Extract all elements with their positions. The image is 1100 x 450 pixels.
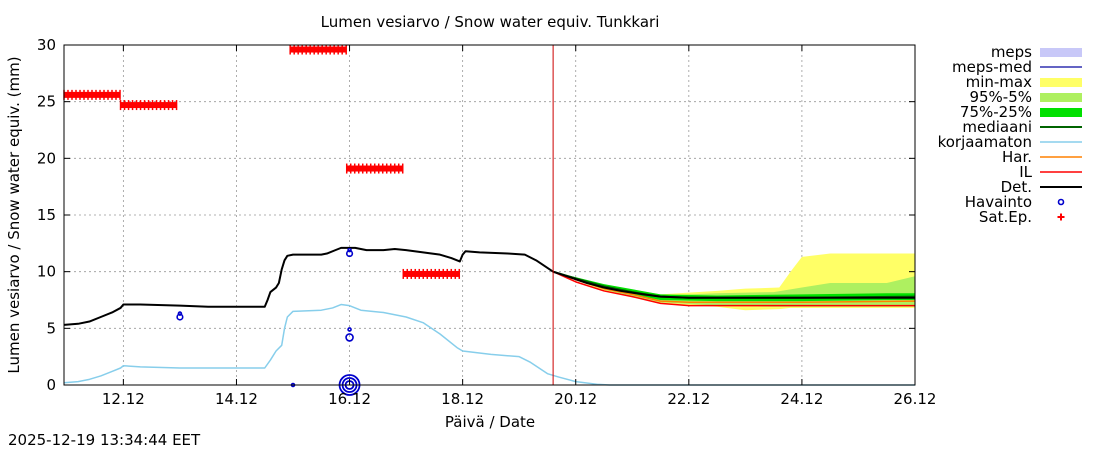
sat-ep-segment-1: [119, 100, 178, 111]
y-tick-label-1: 5: [46, 319, 56, 337]
sat-ep-segment-3: [345, 163, 404, 174]
legend: mepsmeps-medmin-max95%-5%75%-25%mediaani…: [938, 43, 1082, 226]
sat-ep-markers: [63, 44, 461, 279]
legend-label: Sat.Ep.: [979, 208, 1032, 226]
legend-label: meps: [991, 43, 1032, 61]
series-line-det: [63, 246, 915, 326]
sat-ep-segment-4: [402, 268, 461, 279]
legend-entry-meps_med: meps-med: [952, 58, 1082, 76]
y-tick-label-0: 0: [46, 376, 56, 394]
y-tick-label-2: 10: [37, 263, 56, 281]
legend-entry-p75_25: 75%-25%: [960, 103, 1082, 121]
legend-label: 75%-25%: [960, 103, 1032, 121]
y-tick-label-4: 20: [37, 149, 56, 167]
x-tick-label-6: 24.12: [780, 390, 823, 408]
legend-label: Havainto: [965, 193, 1032, 211]
y-axis-ticks: 0 5 10 15 20 25 30: [37, 36, 915, 394]
x-tick-label-0: 12.12: [102, 390, 145, 408]
x-tick-label-2: 16.12: [328, 390, 371, 408]
havainto-point-3: [347, 247, 352, 253]
legend-entry-havainto: Havainto: [965, 193, 1065, 211]
series-line-korjaamaton: [63, 303, 915, 386]
x-tick-label-3: 18.12: [441, 390, 484, 408]
legend-entry-korjaamaton: korjaamaton: [938, 133, 1082, 151]
y-tick-label-5: 25: [37, 93, 56, 111]
havainto-point-4: [345, 333, 354, 342]
series-line-il: [552, 270, 915, 307]
legend-swatch: [1040, 78, 1082, 87]
sat-ep-segment-0: [63, 89, 121, 100]
x-axis-label: Päivä / Date: [445, 413, 535, 431]
legend-entry-det: Det.: [1001, 178, 1082, 196]
legend-label: meps-med: [952, 58, 1032, 76]
legend-label: min-max: [966, 73, 1033, 91]
legend-entry-il: IL: [1019, 163, 1082, 181]
legend-swatch: [1057, 198, 1065, 206]
x-tick-label-7: 26.12: [894, 390, 937, 408]
havainto-point-5: [347, 327, 352, 332]
x-tick-label-1: 14.12: [215, 390, 258, 408]
legend-label: mediaani: [962, 118, 1032, 136]
havainto-point-2: [345, 249, 354, 258]
havainto-markers: [176, 247, 361, 396]
legend-entry-min_max: min-max: [966, 73, 1082, 91]
legend-entry-p95_5: 95%-5%: [969, 88, 1082, 106]
series-lines: [63, 246, 916, 386]
legend-entry-har: Har.: [1002, 148, 1082, 166]
legend-label: IL: [1019, 163, 1032, 181]
sat-ep-segment-2: [289, 44, 347, 55]
legend-entry-median: mediaani: [962, 118, 1082, 136]
x-axis-ticks: 12.12 14.12 16.12 18.12 20.12 22.12 24.12 26.12: [102, 45, 937, 408]
legend-swatch: [1040, 108, 1082, 117]
grid: [64, 45, 915, 385]
legend-label: Har.: [1002, 148, 1032, 166]
legend-entry-meps: meps: [991, 43, 1082, 61]
legend-label: korjaamaton: [938, 133, 1032, 151]
legend-label: Det.: [1001, 178, 1032, 196]
legend-entry-sat_ep: Sat.Ep.: [979, 208, 1065, 226]
chart-title: Lumen vesiarvo / Snow water equiv. Tunkk…: [321, 13, 660, 31]
legend-label: 95%-5%: [969, 88, 1032, 106]
timestamp: 2025-12-19 13:34:44 EET: [8, 431, 201, 449]
y-tick-label-6: 30: [37, 36, 56, 54]
y-tick-label-3: 15: [37, 206, 56, 224]
legend-swatch: [1040, 93, 1082, 102]
x-tick-label-5: 22.12: [667, 390, 710, 408]
legend-swatch: [1040, 48, 1082, 57]
y-axis-label: Lumen vesiarvo / Snow water equiv. (mm): [5, 56, 23, 373]
x-tick-label-4: 20.12: [554, 390, 597, 408]
havainto-point-1: [177, 311, 183, 316]
havainto-point-0: [176, 313, 184, 321]
